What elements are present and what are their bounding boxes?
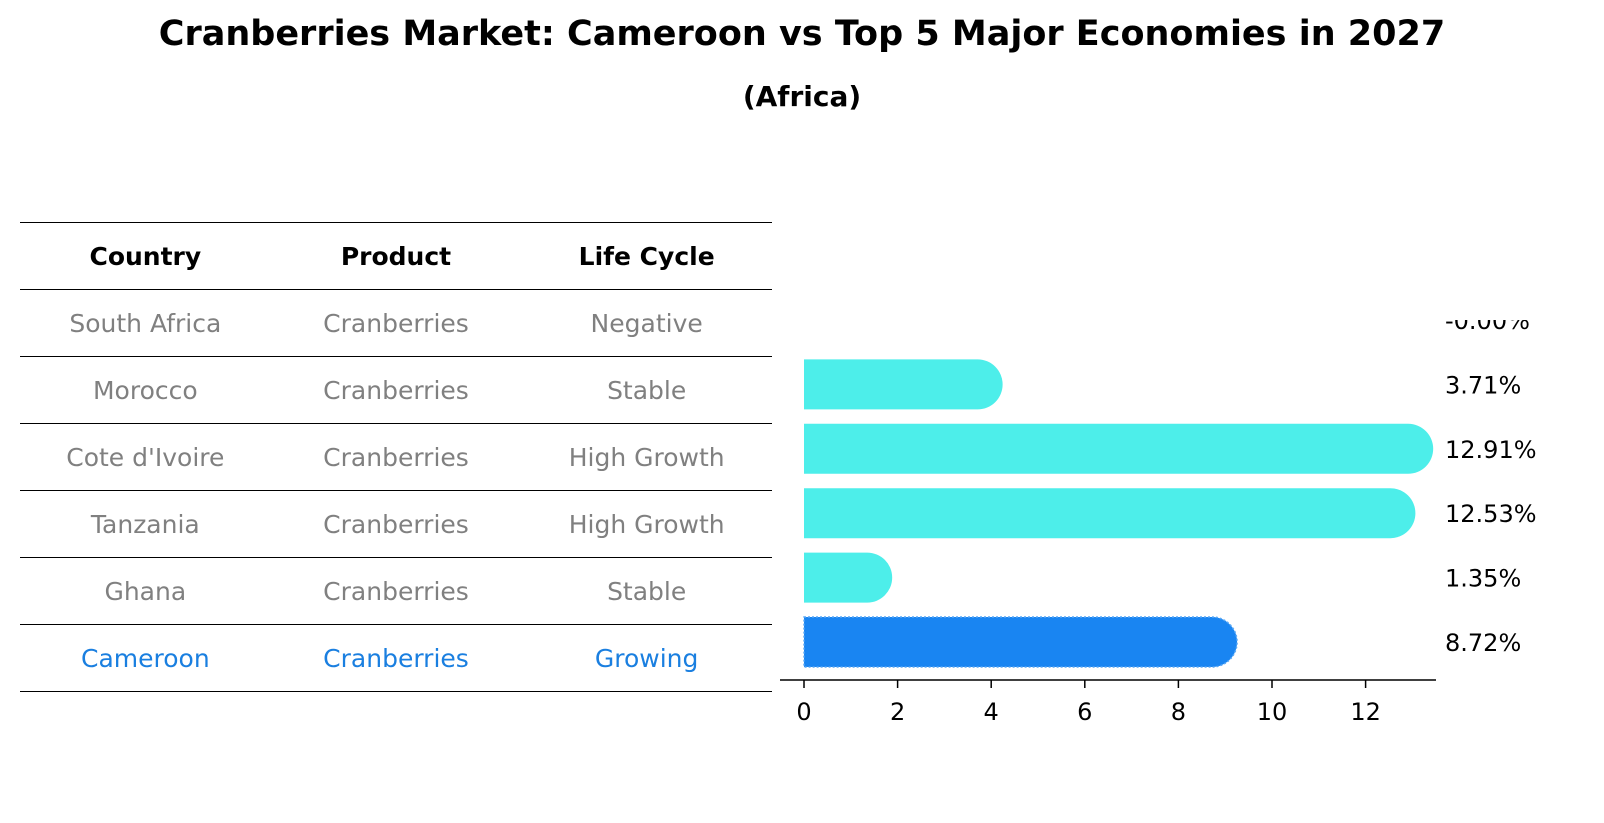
cell-life-cycle: High Growth	[521, 423, 772, 491]
bar	[804, 359, 1003, 410]
cell-life-cycle: Stable	[521, 356, 772, 424]
cell-country: South Africa	[20, 289, 271, 357]
data-label: -0.00%	[1445, 320, 1530, 335]
x-tick-label: 6	[1077, 698, 1092, 726]
bar	[804, 552, 893, 603]
cell-country: Morocco	[20, 356, 271, 424]
cell-product: Cranberries	[270, 624, 522, 692]
growth-bar-chart: -0.00% 3.71% 12.91% 12.53% 1.35% 8.72% 0 2 4 6 8 10…	[780, 320, 1537, 726]
data-label: 12.91%	[1445, 436, 1537, 464]
x-tick-label: 2	[890, 698, 905, 726]
table-row: South Africa Cranberries Negative	[20, 289, 772, 357]
cell-product: Cranberries	[270, 490, 522, 558]
cell-product: Cranberries	[270, 289, 522, 357]
cell-product: Cranberries	[270, 423, 522, 491]
cell-life-cycle: Stable	[521, 557, 772, 625]
table-row: Cote d'Ivoire Cranberries High Growth	[20, 423, 772, 491]
cell-product: Cranberries	[270, 356, 522, 424]
bar-highlighted	[803, 616, 1238, 668]
bar	[804, 423, 1434, 474]
chart-title: Cranberries Market: Cameroon vs Top 5 Ma…	[158, 14, 1446, 54]
cell-life-cycle: High Growth	[521, 490, 772, 558]
table-header-row: Country Product Life Cycle	[20, 222, 772, 290]
data-label: 1.35%	[1445, 565, 1521, 593]
x-tick-label: 12	[1350, 698, 1381, 726]
data-label: 3.71%	[1445, 371, 1521, 399]
bar	[804, 488, 1416, 539]
cell-country: Cote d'Ivoire	[20, 423, 271, 491]
cell-product: Cranberries	[270, 557, 522, 625]
market-table: Country Product Life Cycle South Africa …	[20, 222, 772, 692]
header-life-cycle: Life Cycle	[521, 222, 772, 290]
data-label: 12.53%	[1445, 500, 1537, 528]
cell-life-cycle: Growing	[521, 624, 772, 692]
header-product: Product	[270, 222, 522, 290]
header-country: Country	[20, 222, 271, 290]
x-tick-label: 4	[984, 698, 999, 726]
x-tick-label: 10	[1257, 698, 1288, 726]
table-row: Morocco Cranberries Stable	[20, 356, 772, 424]
x-tick-label: 8	[1171, 698, 1186, 726]
chart-subtitle: (Africa)	[742, 80, 862, 113]
data-label: 8.72%	[1445, 629, 1521, 657]
x-tick-label: 0	[796, 698, 811, 726]
cell-country: Tanzania	[20, 490, 271, 558]
table-row-highlighted: Cameroon Cranberries Growing	[20, 624, 772, 692]
cell-country: Cameroon	[20, 624, 271, 692]
table-row: Ghana Cranberries Stable	[20, 557, 772, 625]
cell-life-cycle: Negative	[521, 289, 772, 357]
table-row: Tanzania Cranberries High Growth	[20, 490, 772, 558]
cell-country: Ghana	[20, 557, 271, 625]
